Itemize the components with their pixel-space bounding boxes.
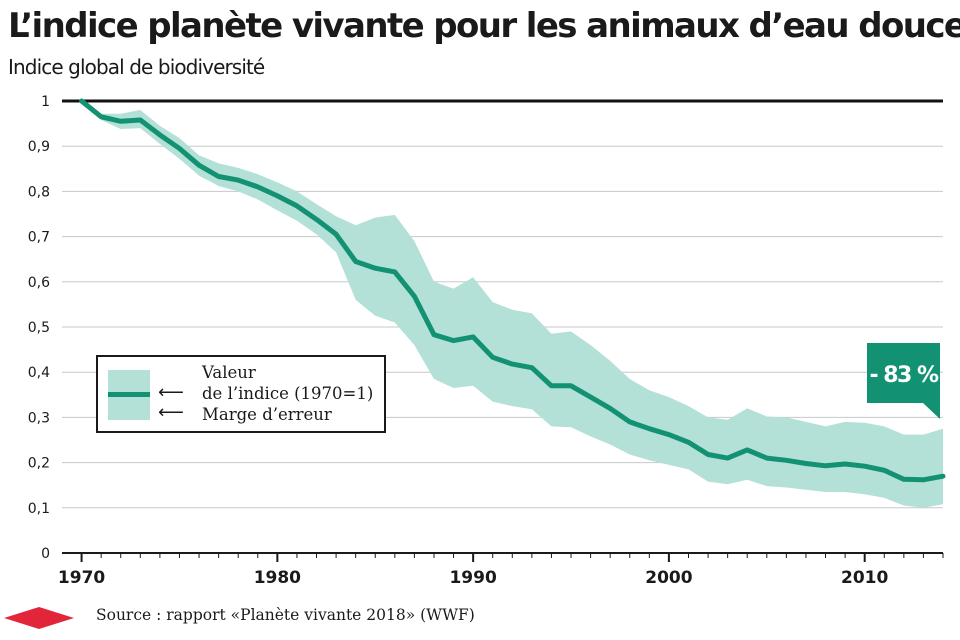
error-band (81, 101, 944, 508)
legend-band-arrow-icon: ⟵ (158, 402, 184, 423)
legend-line-swatch (108, 392, 150, 397)
y-tick-label: 0 (41, 546, 50, 562)
chart-title: L’indice planète vivante pour les animau… (8, 6, 960, 46)
chart-subtitle: Indice global de biodiversité (8, 55, 265, 79)
y-tick-label: 0,3 (28, 410, 50, 426)
y-tick-label: 0,2 (28, 456, 50, 472)
y-tick-label: 0,1 (28, 501, 50, 517)
source-note: Source : rapport «Planète vivante 2018» … (96, 606, 475, 624)
legend: ⟵ ⟵ Valeur de l’indice (1970=1) Marge d’… (96, 355, 386, 433)
legend-series-arrow-icon: ⟵ (158, 382, 184, 403)
y-tick-label: 0,4 (28, 365, 50, 381)
x-tick-label: 1970 (58, 568, 105, 588)
callout-box (867, 343, 940, 403)
y-tick-label: 1 (41, 94, 50, 110)
y-tick-label: 0,5 (28, 320, 50, 336)
legend-series-label-line1: Valeur (202, 363, 256, 382)
legend-band-label: Marge d’erreur (202, 405, 332, 424)
y-tick-label: 0,8 (28, 184, 50, 200)
legend-series-label-line2: de l’indice (1970=1) (202, 384, 374, 403)
x-tick-label: 2000 (645, 568, 692, 588)
source-diamond-icon (4, 607, 74, 629)
y-tick-label: 0,6 (28, 275, 50, 291)
y-tick-label: 0,7 (28, 230, 50, 246)
x-tick-label: 1990 (449, 568, 496, 588)
callout-pointer (923, 403, 940, 419)
x-tick-label: 1980 (254, 568, 301, 588)
callout-value: - 83 % (869, 363, 939, 388)
y-tick-label: 0,9 (28, 139, 50, 155)
x-tick-label: 2010 (841, 568, 888, 588)
index-line (79, 98, 946, 483)
